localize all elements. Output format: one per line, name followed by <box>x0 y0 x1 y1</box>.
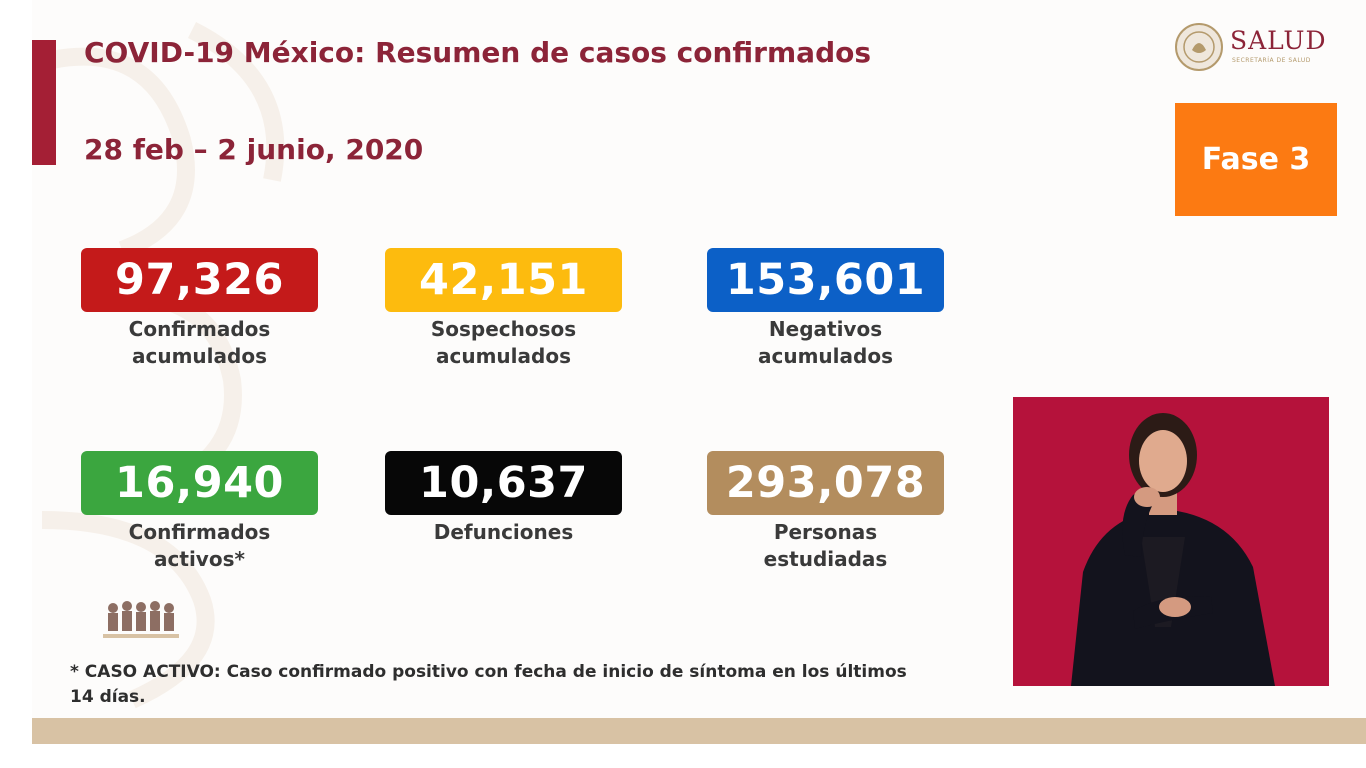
stat-deaths: 10,637 Defunciones <box>385 451 622 546</box>
national-seal-icon <box>1175 23 1223 71</box>
stat-label: Negativos acumulados <box>758 317 893 368</box>
stat-people-studied: 293,078 Personas estudiadas <box>707 451 944 573</box>
salud-logo: SALUD SECRETARÍA DE SALUD <box>1174 22 1344 74</box>
stat-value-box: 97,326 <box>81 248 318 312</box>
stat-suspected-cumulative: 42,151 Sospechosos acumulados <box>385 248 622 370</box>
stat-label: Confirmados acumulados <box>128 317 271 368</box>
logo-subtitle: SECRETARÍA DE SALUD <box>1232 57 1311 64</box>
stat-label: Confirmados activos* <box>128 520 271 571</box>
stat-value-box: 153,601 <box>707 248 944 312</box>
bottom-band <box>32 718 1366 744</box>
stat-label: Sospechosos acumulados <box>430 317 577 368</box>
presentation-slide <box>32 0 1366 718</box>
historic-figures-emblem <box>103 601 179 638</box>
stat-value-box: 293,078 <box>707 451 944 515</box>
stat-value-box: 10,637 <box>385 451 622 515</box>
phase-label: Fase 3 <box>1201 142 1311 177</box>
phase-badge: Fase 3 <box>1175 103 1337 216</box>
active-case-footnote: * CASO ACTIVO: Caso confirmado positivo … <box>70 662 907 707</box>
stat-negative-cumulative: 153,601 Negativos acumulados <box>707 248 944 370</box>
logo-name: SALUD <box>1230 26 1327 55</box>
stat-value-box: 42,151 <box>385 248 622 312</box>
stat-label: Personas estudiadas <box>763 520 888 571</box>
interpreter-figure <box>1071 413 1275 686</box>
stat-value-box: 16,940 <box>81 451 318 515</box>
stat-confirmed-active: 16,940 Confirmados activos* <box>81 451 318 573</box>
stat-confirmed-cumulative: 97,326 Confirmados acumulados <box>81 248 318 370</box>
date-range: 28 feb – 2 junio, 2020 <box>84 133 424 166</box>
slide-title: COVID-19 México: Resumen de casos confir… <box>84 36 872 69</box>
accent-bar <box>32 40 56 165</box>
stat-label: Defunciones <box>433 520 574 544</box>
sign-language-interpreter-video <box>1013 397 1329 686</box>
